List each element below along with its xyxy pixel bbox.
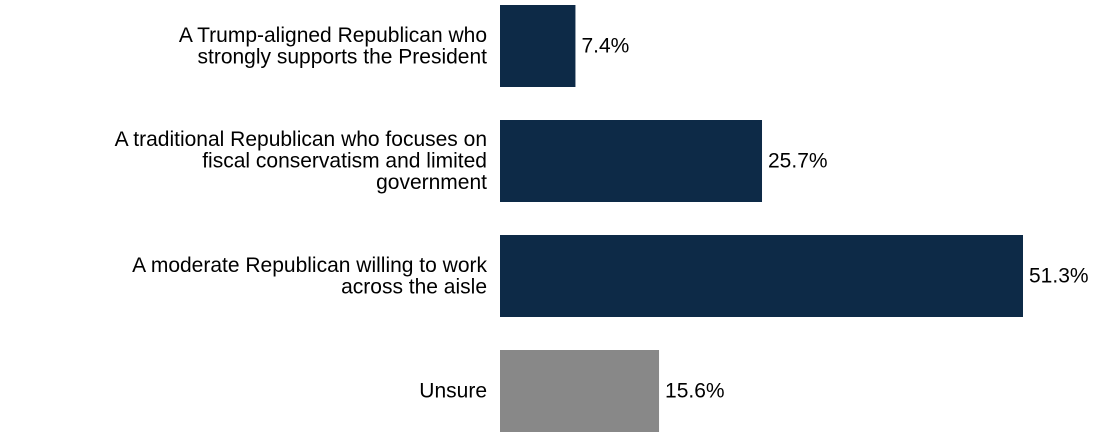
category-label-0-line-0: A Trump-aligned Republican who xyxy=(179,24,487,47)
category-label-1-line-1: fiscal conservatism and limited xyxy=(202,150,487,173)
category-label-2-line-1: across the aisle xyxy=(341,275,487,298)
category-label-1-line-2: government xyxy=(376,171,487,194)
category-label-2-line-0: A moderate Republican willing to work xyxy=(132,254,487,277)
category-label-1: A traditional Republican who focuses on f… xyxy=(115,128,488,194)
category-label-0: A Trump-aligned Republican who strongly s… xyxy=(179,24,487,69)
category-label-0-line-1: strongly supports the President xyxy=(198,45,488,68)
bar-0 xyxy=(500,5,576,87)
category-label-3-line-0: Unsure xyxy=(419,380,487,403)
bar-2 xyxy=(500,235,1023,317)
value-label-3: 15.6% xyxy=(665,380,725,403)
value-label-2: 51.3% xyxy=(1029,265,1089,288)
category-label-2: A moderate Republican willing to work acr… xyxy=(132,254,487,299)
category-label-1-line-0: A traditional Republican who focuses on xyxy=(115,128,487,151)
bar-3 xyxy=(500,350,660,432)
value-label-1: 25.7% xyxy=(768,150,828,173)
category-label-3: Unsure xyxy=(419,380,487,403)
value-label-0: 7.4% xyxy=(581,35,629,58)
bar-1 xyxy=(500,120,763,202)
